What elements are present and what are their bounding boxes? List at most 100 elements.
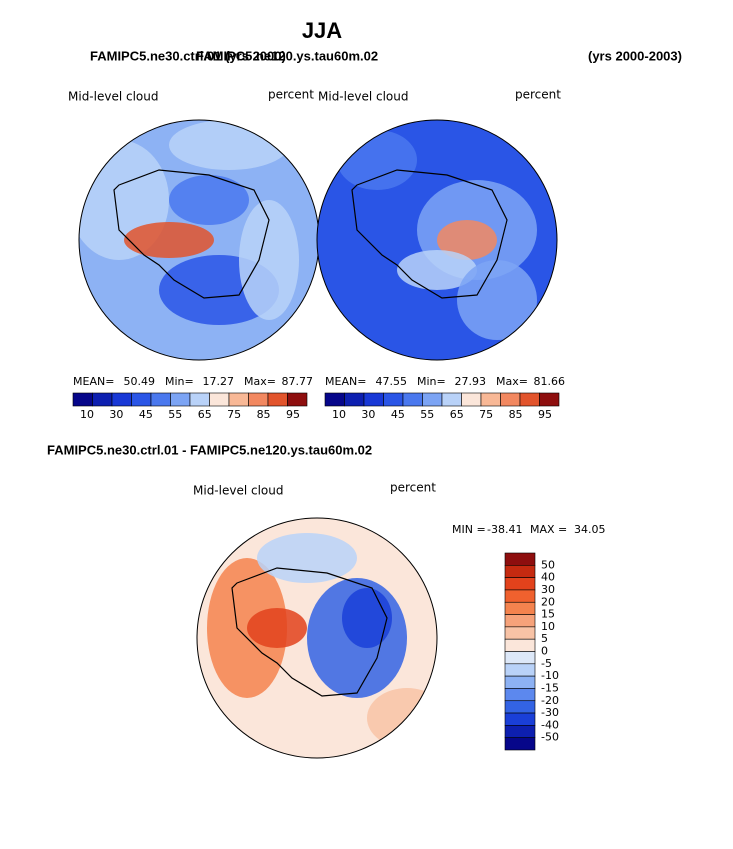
min-value: -38.41 <box>487 523 522 536</box>
stat-label: MEAN= <box>73 375 114 388</box>
colorbar-label: -30 <box>541 706 559 719</box>
colorbar-label: 85 <box>509 408 523 421</box>
colorbar-box <box>504 577 536 591</box>
colorbar-label: -10 <box>541 669 559 682</box>
colorbar-box <box>209 392 230 407</box>
colorbar-box <box>519 392 540 407</box>
colorbar-label: 55 <box>168 408 182 421</box>
colorbar-box <box>363 392 384 407</box>
map-shading <box>437 220 497 260</box>
colorbar-box <box>504 688 536 702</box>
colorbar-box <box>92 392 113 407</box>
colorbar-box <box>228 392 249 407</box>
colorbar-box <box>504 651 536 665</box>
colorbar-label: 85 <box>257 408 271 421</box>
stat-label: MEAN= <box>325 375 366 388</box>
max-value: 34.05 <box>574 523 606 536</box>
colorbar-box <box>539 392 560 407</box>
map <box>197 518 437 758</box>
colorbar-box <box>504 614 536 628</box>
colorbar-box <box>422 392 443 407</box>
map-shading <box>247 608 307 648</box>
colorbar-box <box>344 392 365 407</box>
subtitle: (yrs 2000-2003) <box>588 48 682 63</box>
colorbar-label: 10 <box>541 620 555 633</box>
colorbar-box <box>504 626 536 640</box>
colorbar-label: 45 <box>391 408 405 421</box>
colorbar-box <box>150 392 171 407</box>
colorbar-label: 65 <box>198 408 212 421</box>
colorbar-label: 45 <box>139 408 153 421</box>
colorbar-box <box>383 392 404 407</box>
colorbar-label: -40 <box>541 718 559 731</box>
colorbar-label: 50 <box>541 558 555 571</box>
colorbar-label: 15 <box>541 608 555 621</box>
panel-units: percent <box>268 88 314 102</box>
stat-value: 81.66 <box>534 375 566 388</box>
colorbar-box <box>504 589 536 603</box>
stat-value: 27.93 <box>455 375 487 388</box>
map-shading <box>169 120 289 170</box>
colorbar-label: 95 <box>538 408 552 421</box>
colorbar-label: 10 <box>80 408 94 421</box>
colorbar-label: -5 <box>541 657 552 670</box>
colorbar-label: 95 <box>286 408 300 421</box>
colorbar-box <box>287 392 308 407</box>
stat-label: Max= <box>244 375 276 388</box>
colorbar-label: 30 <box>541 583 555 596</box>
coastline <box>113 169 270 299</box>
colorbar-box <box>402 392 423 407</box>
colorbar-box <box>504 638 536 652</box>
colorbar-box <box>504 663 536 677</box>
difference-title: FAMIPC5.ne30.ctrl.01 - FAMIPC5.ne120.ys.… <box>47 442 372 457</box>
map-border <box>316 119 558 361</box>
colorbar-box <box>504 565 536 578</box>
colorbar-box <box>504 601 536 615</box>
colorbar-box <box>189 392 210 407</box>
map <box>79 120 319 360</box>
map-border <box>196 517 438 759</box>
colorbar-box <box>504 725 536 738</box>
colorbar-label: 75 <box>479 408 493 421</box>
map-shading <box>397 250 477 290</box>
panel-label: Mid-level cloud <box>68 90 158 104</box>
map-shading <box>337 130 417 190</box>
subtitle: FAMIPC5.ne30.ctrl.01 (yrs 2000) <box>90 48 286 63</box>
colorbar-label: 30 <box>109 408 123 421</box>
colorbar-box <box>504 712 536 726</box>
colorbar-label: 55 <box>420 408 434 421</box>
min-label: MIN = <box>452 523 486 536</box>
colorbar-box <box>72 392 93 407</box>
map <box>317 120 557 360</box>
map-shading <box>169 175 249 225</box>
colorbar-label: -20 <box>541 694 559 707</box>
subtitle: FAMIPC5.ne120.ys.tau60m.02 <box>196 48 378 63</box>
stat-value: 50.49 <box>124 375 156 388</box>
colorbar-box <box>500 392 521 407</box>
colorbar-box <box>480 392 501 407</box>
map-shading <box>239 200 299 320</box>
colorbar-label: 20 <box>541 595 555 608</box>
stat-label: Min= <box>417 375 446 388</box>
map-shading <box>257 533 357 583</box>
stat-value: 17.27 <box>203 375 235 388</box>
panel-units: percent <box>390 481 436 495</box>
max-label: MAX = <box>530 523 567 536</box>
stat-label: Min= <box>165 375 194 388</box>
colorbar-box <box>504 552 536 566</box>
colorbar-label: 65 <box>450 408 464 421</box>
colorbar-label: 75 <box>227 408 241 421</box>
stat-label: Max= <box>496 375 528 388</box>
colorbar-box <box>131 392 152 407</box>
colorbar-label: -15 <box>541 681 559 694</box>
colorbar-box <box>504 700 536 714</box>
colorbar-box <box>267 392 288 407</box>
panel-label: Mid-level cloud <box>193 484 283 498</box>
coastline <box>351 169 508 299</box>
panel-units: percent <box>515 88 561 102</box>
map-shading <box>124 222 214 258</box>
stat-value: 87.77 <box>282 375 314 388</box>
colorbar-box <box>504 675 536 689</box>
colorbar-box <box>441 392 462 407</box>
